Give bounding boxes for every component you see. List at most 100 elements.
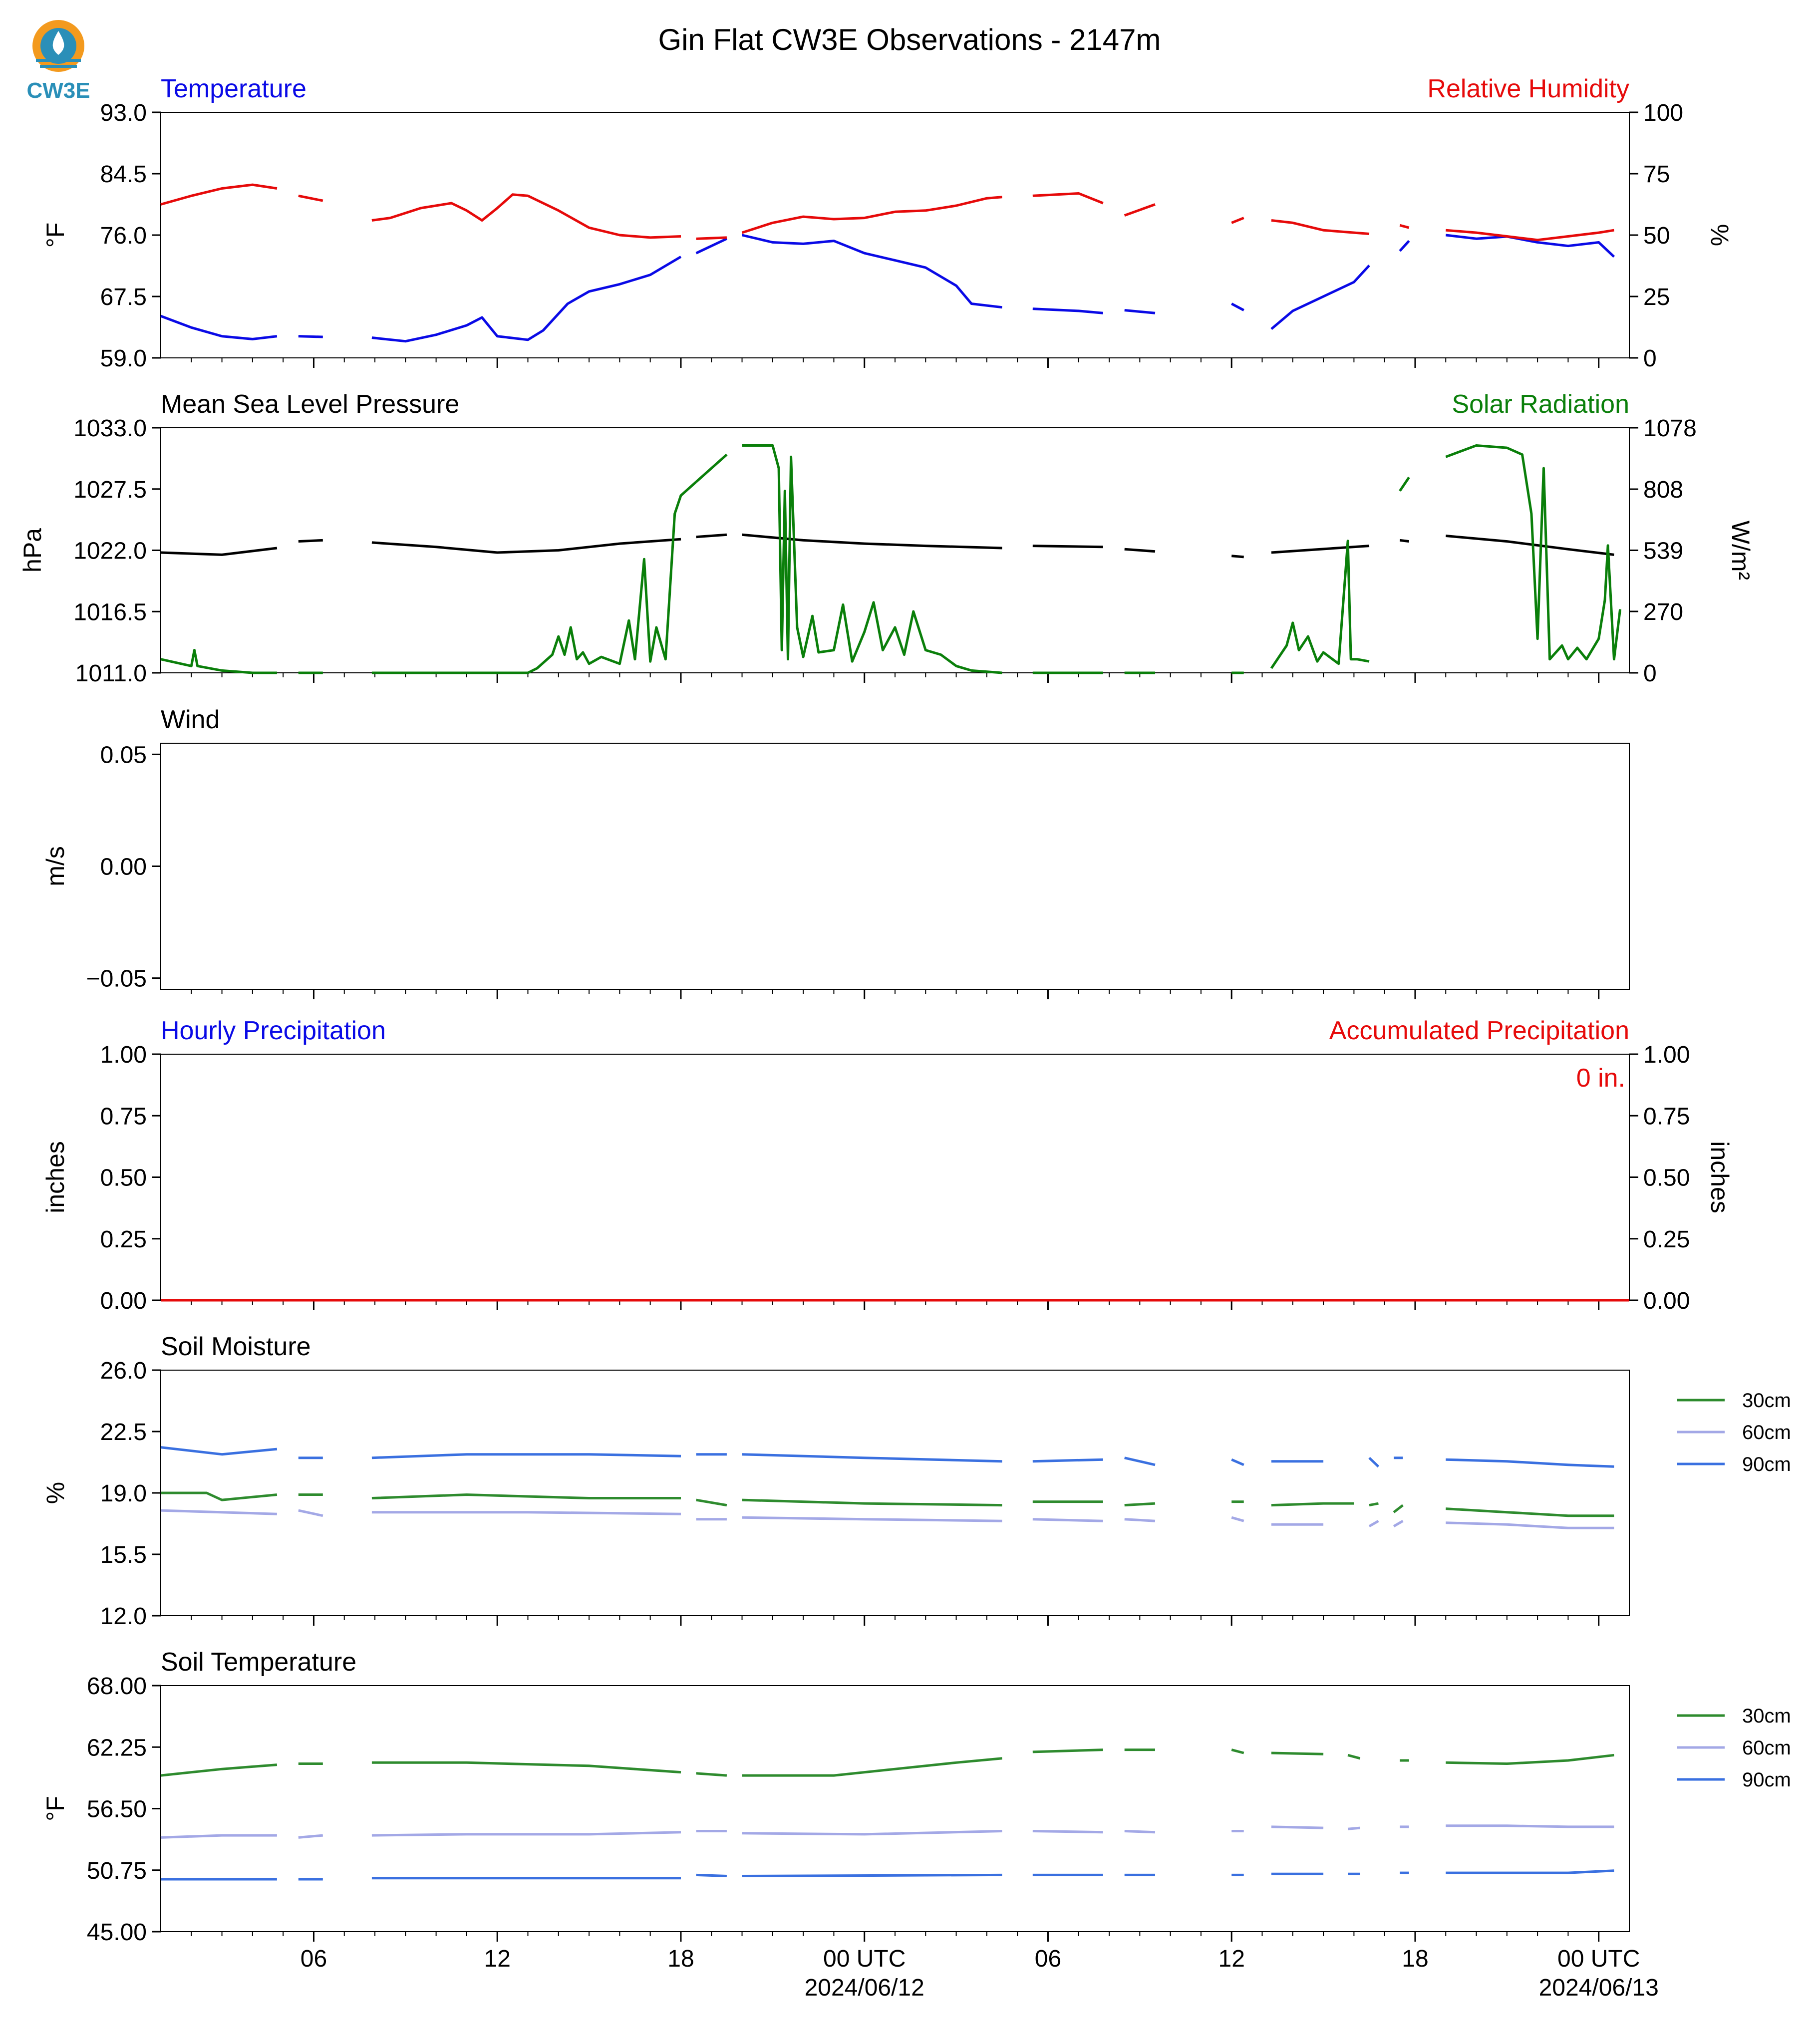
series-line-segment (160, 183, 278, 206)
y-right-tick-label: 0.50 (1643, 1165, 1690, 1191)
plot-frame (160, 1370, 1630, 1616)
series-line-segment (1446, 1521, 1614, 1529)
y-tick-label: 1.00 (100, 1042, 147, 1068)
series-line-segment (160, 649, 277, 674)
series-mean-sea-level-pressure (160, 533, 1614, 559)
series-line-segment (1124, 1830, 1156, 1834)
y-right-tick-label: 1.00 (1643, 1042, 1690, 1068)
series-line-segment (371, 1511, 681, 1515)
plot-frame (160, 743, 1630, 990)
legend-label: 90cm (1742, 1769, 1791, 1791)
y-tick-label: 45.00 (87, 1919, 147, 1946)
series-line-segment (741, 196, 1002, 234)
series-line-segment (160, 1446, 278, 1456)
y-tick-label: 1033.0 (73, 415, 147, 442)
series-line-segment (1446, 1458, 1614, 1468)
series-line-segment (1231, 1458, 1244, 1466)
series-line-segment (741, 234, 1002, 309)
y-right-tick-label: 808 (1643, 477, 1683, 503)
series-line-segment (695, 453, 728, 483)
y-tick-label: 76.0 (100, 223, 147, 249)
series-line-segment (1271, 219, 1370, 235)
x-tick-date-label: 2024/06/12 (805, 1975, 924, 2001)
y-tick-label: 68.00 (87, 1673, 147, 1700)
series-line-segment (1446, 1753, 1614, 1765)
series-line-segment (1231, 555, 1244, 559)
panel-title-left: Temperature (161, 74, 306, 103)
y-axis-label: °F (41, 1796, 69, 1821)
panel-title-right: Solar Radiation (1452, 390, 1629, 419)
series-line-segment (1032, 1518, 1103, 1522)
plot-frame (160, 1054, 1630, 1301)
y-right-tick-label: 0.75 (1643, 1103, 1690, 1130)
series-line-segment (298, 1834, 323, 1839)
series-temperature (160, 234, 1615, 343)
series-line-segment (1446, 229, 1614, 242)
series-line-segment (1445, 444, 1622, 661)
plot-frame (160, 112, 1630, 358)
series-line-segment (371, 193, 681, 239)
series-line-segment (1368, 1520, 1379, 1527)
series-line-segment (298, 539, 323, 543)
series-line-segment (1124, 1456, 1156, 1466)
series-30cm (161, 1491, 1614, 1517)
series-line-segment (742, 1498, 1002, 1507)
y-right-axis-label: % (1706, 224, 1734, 246)
panel-temperature: 59.0 67.5 76.0 84.5 93.0 0 25 50 75 100 °F % Tempera… (41, 74, 1734, 372)
x-tick-label: 18 (667, 1946, 694, 1972)
x-tick-label: 12 (1218, 1946, 1245, 1972)
panel-title-left: Wind (161, 705, 220, 734)
y-right-tick-label: 539 (1643, 538, 1683, 565)
logo-drop-icon (52, 31, 64, 55)
series-line-segment (1270, 265, 1370, 330)
series-line-segment (1393, 1504, 1404, 1513)
legend-label: 60cm (1742, 1737, 1791, 1759)
series-line-segment (1271, 1751, 1324, 1755)
series-line-segment (742, 444, 1002, 674)
chart-title: Gin Flat CW3E Observations - 2147m (658, 23, 1161, 56)
y-axis-label: °F (41, 223, 69, 248)
series-line-segment (1124, 1502, 1156, 1507)
series-line-segment (1124, 548, 1156, 553)
legend-label: 30cm (1742, 1390, 1791, 1412)
series-line-segment (696, 236, 727, 240)
y-axis-label: hPa (18, 528, 46, 573)
series-line-segment (160, 314, 278, 340)
y-tick-label: 62.25 (87, 1735, 147, 1761)
panel-soil_moisture: 12.0 15.5 19.0 22.5 26.0% Soil Moisture 30cm 60… (41, 1332, 1791, 1630)
panel-title-left: Hourly Precipitation (161, 1016, 386, 1045)
y-axis-label: % (41, 1482, 69, 1504)
y-axis-label: inches (41, 1141, 69, 1213)
series-line-segment (160, 1834, 277, 1839)
series-line-segment (742, 1516, 1002, 1522)
series-line-segment (1446, 535, 1614, 556)
series-line-segment (1347, 1753, 1361, 1760)
y-tick-label: 26.0 (100, 1358, 147, 1384)
y-right-tick-label: 0.25 (1643, 1226, 1690, 1253)
y-right-tick-label: 100 (1643, 100, 1683, 126)
y-tick-label: 50.75 (87, 1858, 147, 1884)
y-tick-label: 0.00 (100, 1288, 147, 1314)
y-right-tick-label: 25 (1643, 284, 1670, 310)
y-tick-label: 59.0 (100, 345, 147, 372)
cw3e-logo: CW3E (26, 20, 90, 103)
series-line-segment (1032, 1830, 1103, 1834)
series-line-segment (371, 481, 697, 674)
y-tick-label: 1027.5 (73, 477, 147, 503)
series-line-segment (298, 335, 323, 338)
x-tick-label: 18 (1402, 1946, 1428, 1972)
y-right-axis-label: inches (1706, 1141, 1734, 1213)
y-tick-label: 0.75 (100, 1103, 147, 1130)
x-tick-label: 12 (484, 1946, 511, 1972)
series-line-segment (160, 1509, 277, 1515)
series-line-segment (160, 547, 278, 556)
series-line-segment (1032, 545, 1103, 549)
series-line-segment (1446, 1824, 1614, 1828)
series-solar-radiation (160, 444, 1622, 674)
y-right-tick-label: 50 (1643, 223, 1670, 249)
y-tick-label: 0.50 (100, 1165, 147, 1191)
series-line-segment (1446, 1507, 1614, 1517)
x-tick-date-label: 2024/06/13 (1539, 1975, 1659, 2001)
series-line-segment (742, 1873, 1002, 1877)
